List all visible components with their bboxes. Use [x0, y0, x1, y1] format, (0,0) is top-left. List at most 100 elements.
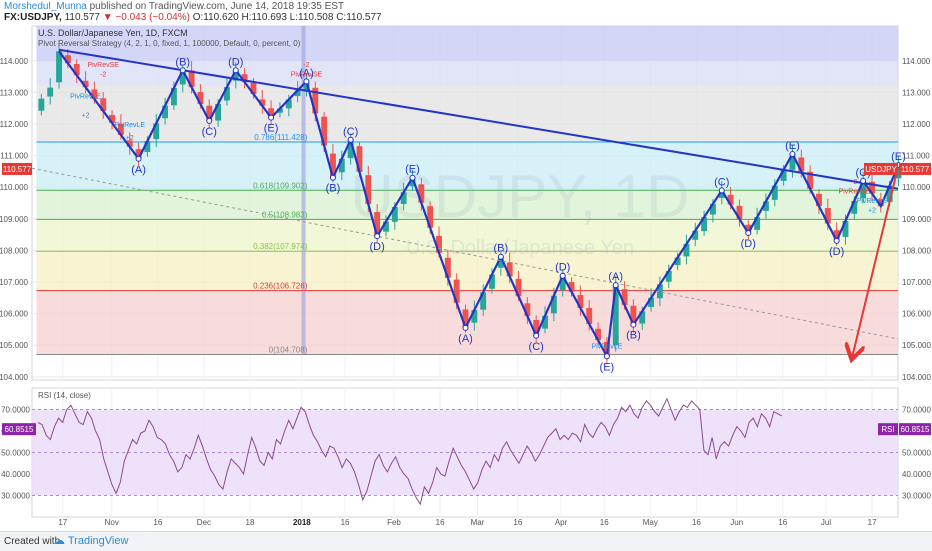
candle-body	[869, 181, 875, 194]
rsi-value-left: 60.8515	[5, 425, 34, 434]
strategy-signal: -2	[303, 62, 309, 69]
time-tick: Jun	[730, 518, 743, 527]
time-tick: 17	[58, 518, 67, 527]
candle-body	[771, 185, 778, 200]
projection-arrow	[852, 164, 900, 358]
symbol-line: FX:USDJPY, 110.577 ▼ −0.043 (−0.04%) O:1…	[4, 12, 382, 23]
last-price-tag-left	[2, 162, 32, 175]
price-tick-right: 110.000	[902, 183, 931, 192]
price-tick-right: 106.000	[902, 310, 931, 319]
fib-zone-upper	[36, 60, 899, 87]
candle-body	[533, 319, 540, 336]
time-tick: 16	[778, 518, 787, 527]
last-price-left: 110.577	[3, 165, 32, 174]
candle-body	[232, 70, 239, 81]
candle-body	[109, 114, 115, 123]
symbol-label[interactable]: FX:USDJPY,	[4, 12, 62, 23]
price-tick-right: 111.000	[902, 152, 930, 161]
time-tick: 16	[341, 518, 350, 527]
wave-label: (C)	[529, 341, 544, 353]
candle-body	[153, 123, 160, 140]
time-tick: 2018	[293, 518, 311, 527]
candle-body	[294, 90, 301, 97]
rsi-tick-left: 30.0000	[1, 492, 30, 501]
price-tick-right: 105.000	[902, 341, 931, 350]
candle-body	[453, 279, 460, 303]
rsi-value-tag-right	[899, 423, 931, 436]
chart-area[interactable]: 0.786(111.428) 0.618(109.902) 0.5(108.983)…	[0, 22, 932, 530]
rsi-title: RSI (14, close)	[38, 391, 91, 400]
candle-body	[763, 201, 769, 211]
price-tick-right: 113.000	[902, 88, 931, 97]
last-price-right: 110.577	[901, 165, 930, 174]
wave-label: (A)	[299, 67, 314, 79]
wave-point	[745, 230, 752, 237]
wave-point	[603, 353, 610, 360]
tradingview-logo-icon[interactable]: ☁ TradingView	[54, 535, 129, 547]
wave-label: (B)	[494, 243, 509, 255]
strategy-signal: -2	[100, 72, 106, 79]
wave-point	[135, 155, 142, 162]
price-tick-left: 108.000	[0, 246, 29, 255]
wave-point	[462, 324, 469, 331]
wave-label: (E)	[405, 164, 420, 176]
candle-body	[595, 328, 601, 341]
candle-body	[400, 192, 407, 205]
candle-body	[365, 175, 372, 205]
candle-body	[285, 99, 292, 109]
author-link[interactable]: Morshedul_Munna	[4, 1, 87, 12]
watermark-symbol: USDJPY, 1D	[350, 163, 689, 230]
candle-body	[542, 315, 548, 329]
wave-point	[409, 174, 416, 181]
footer-bar: Created with ☁ TradingView	[0, 531, 932, 551]
strategy-signal: PivRevSE	[839, 189, 871, 196]
candle-body	[798, 157, 805, 172]
strategy-signal: PivRevLE	[70, 94, 101, 101]
candle-body	[215, 103, 222, 121]
candle-body	[444, 257, 451, 278]
candle-body	[577, 295, 584, 308]
strategy-signal: +2	[126, 135, 134, 142]
candle-body	[330, 153, 336, 178]
fib-level-label: 0.618(109.902)	[253, 181, 308, 190]
price-tick-left: 112.000	[0, 120, 29, 129]
wave-label: (E)	[600, 361, 615, 373]
candle-body	[56, 51, 62, 83]
candle-body	[780, 169, 787, 181]
wave-label: (B)	[626, 330, 641, 342]
candle-body	[126, 140, 133, 147]
chart-title: U.S. Dollar/Japanese Yen, 1D, FXCM	[38, 28, 188, 38]
wave-point	[559, 272, 566, 279]
candle-body	[170, 87, 177, 106]
fib-level-label: 0.5(108.983)	[262, 210, 308, 219]
price-tick-right: 107.000	[902, 278, 931, 287]
candle-body	[117, 123, 124, 135]
wave-label: (D)	[228, 56, 243, 68]
time-tick: 16	[600, 518, 609, 527]
candle-body	[312, 87, 319, 114]
wave-point	[374, 233, 381, 240]
rsi-value-tag-left	[2, 423, 36, 436]
price-tick-left: 111.000	[0, 152, 28, 161]
candle-body	[559, 275, 566, 291]
close-value: C:110.577	[336, 12, 382, 23]
strategy-signal: PivRevSE	[87, 62, 119, 69]
price-tick-left: 110.000	[0, 183, 29, 192]
price-tick-left: 105.000	[0, 341, 29, 350]
candle-body	[718, 190, 725, 198]
rsi-badge-tag	[878, 423, 898, 436]
candle-body	[338, 158, 345, 173]
wave-point	[179, 67, 186, 74]
candle-body	[842, 220, 849, 237]
candle-body	[736, 205, 743, 219]
candle-body	[709, 203, 716, 215]
candle-body	[462, 309, 469, 328]
publish-line: Morshedul_Munna published on TradingView…	[4, 1, 344, 12]
rsi-tick-right: 50.0000	[902, 449, 931, 458]
fib-zone-1	[36, 86, 899, 143]
rsi-tick-right: 30.0000	[902, 492, 931, 501]
candle-body	[506, 262, 513, 277]
last-price: 110.577	[64, 12, 100, 23]
wave-label: (E)	[785, 140, 800, 152]
price-tick-right: 112.000	[902, 120, 931, 129]
